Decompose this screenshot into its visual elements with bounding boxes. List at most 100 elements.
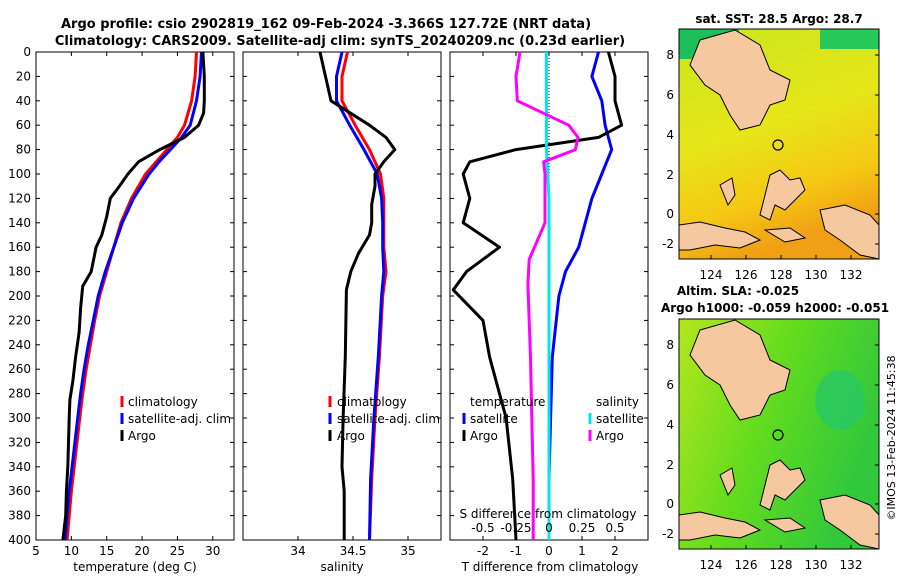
sla-lat-ticks: 8 6 4 2 0 -2 bbox=[662, 338, 879, 541]
sla-high-patch bbox=[815, 370, 865, 430]
legend-t-argo: Argo bbox=[470, 429, 498, 443]
depth-tick-label: 260 bbox=[8, 362, 31, 376]
lon-tick-label: 130 bbox=[805, 558, 828, 572]
x-tick-label: -1 bbox=[510, 544, 522, 558]
legend-t-satellite: satellite bbox=[470, 412, 518, 426]
lat-tick-label: 8 bbox=[666, 338, 674, 352]
lat-tick-label: 6 bbox=[666, 88, 674, 102]
depth-tick-label: 80 bbox=[16, 143, 31, 157]
depth-tick-label: 340 bbox=[8, 460, 31, 474]
s-difference-ticks: -0.5 -0.25 0 0.25 0.5 bbox=[471, 521, 624, 535]
salinity-axis-ticks: 34 34.5 35 bbox=[290, 52, 416, 558]
island bbox=[719, 467, 736, 497]
salinity-lines bbox=[318, 51, 397, 541]
s-tick-label: 0.25 bbox=[569, 521, 596, 535]
sst-warm-patch bbox=[820, 29, 879, 49]
seram-island bbox=[763, 517, 807, 533]
s-tick-label: 0 bbox=[545, 521, 553, 535]
lat-tick-label: 2 bbox=[666, 168, 674, 182]
legend-argo: Argo bbox=[337, 429, 365, 443]
x-tick-label: 34 bbox=[290, 544, 305, 558]
salinity-panel: 34 34.5 35 salinity climatology satellite-… bbox=[242, 51, 442, 574]
depth-tick-label: 280 bbox=[8, 387, 31, 401]
temperature-axes-box bbox=[35, 51, 235, 541]
series-s-argo-line bbox=[514, 51, 580, 540]
lat-tick-label: 4 bbox=[666, 128, 674, 142]
x-tick-label: 34.5 bbox=[340, 544, 367, 558]
depth-tick-label: 20 bbox=[16, 69, 31, 83]
sla-lon-ticks: 124 126 128 130 132 bbox=[700, 545, 863, 572]
series-satellite-adj-clim-line bbox=[63, 51, 203, 541]
sst-map-title: sat. SST: 28.5 Argo: 28.7 bbox=[695, 12, 862, 26]
legend-climatology: climatology bbox=[337, 395, 407, 409]
lat-tick-label: -2 bbox=[662, 237, 674, 251]
argo-location-marker bbox=[772, 139, 784, 151]
x-tick-label: 35 bbox=[400, 544, 415, 558]
halmahera-landmass bbox=[759, 459, 806, 511]
series-satellite-adj-clim-line bbox=[335, 51, 386, 541]
sst-map: sat. SST: 28.5 Argo: 28.7 bbox=[662, 12, 880, 282]
s-difference-label: S difference from climatology bbox=[460, 507, 637, 521]
x-tick-label: 10 bbox=[64, 544, 79, 558]
series-argo-line bbox=[61, 51, 206, 541]
difference-legend: temperature satellite Argo salinity sate… bbox=[462, 395, 644, 443]
sla-map: Altim. SLA: -0.025 Argo h1000: -0.059 h2… bbox=[661, 284, 889, 572]
legend-satellite: satellite-adj. clim bbox=[337, 412, 440, 426]
depth-tick-label: 380 bbox=[8, 509, 31, 523]
legend-argo: Argo bbox=[128, 429, 156, 443]
temperature-lines bbox=[61, 51, 206, 541]
sst-map-frame bbox=[678, 28, 880, 260]
lon-tick-label: 132 bbox=[840, 558, 863, 572]
sst-lat-ticks: 8 6 4 2 0 -2 bbox=[662, 48, 879, 251]
depth-tick-label: 40 bbox=[16, 94, 31, 108]
x-tick-label: 0 bbox=[545, 544, 553, 558]
depth-tick-label: 320 bbox=[8, 435, 31, 449]
x-tick-label: -2 bbox=[477, 544, 489, 558]
mindanao-landmass bbox=[689, 29, 791, 131]
x-tick-label: 20 bbox=[134, 544, 149, 558]
depth-tick-label: 300 bbox=[8, 411, 31, 425]
lon-tick-label: 126 bbox=[735, 558, 758, 572]
x-tick-label: 5 bbox=[32, 544, 40, 558]
depth-tick-label: 200 bbox=[8, 289, 31, 303]
sst-land bbox=[679, 29, 879, 259]
depth-tick-label: 180 bbox=[8, 265, 31, 279]
sla-land bbox=[679, 319, 879, 549]
s-tick-label: -0.5 bbox=[471, 521, 494, 535]
series-climatology-line bbox=[65, 51, 198, 541]
x-tick-label: 1 bbox=[578, 544, 586, 558]
depth-tick-label: 160 bbox=[8, 240, 31, 254]
lat-tick-label: 4 bbox=[666, 418, 674, 432]
sla-map-subtitle: Argo h1000: -0.059 h2000: -0.051 bbox=[661, 301, 889, 315]
argo-location-marker bbox=[772, 429, 784, 441]
temperature-legend: climatology satellite-adj. clim Argo bbox=[120, 395, 231, 443]
lat-tick-label: 0 bbox=[666, 497, 674, 511]
legend-s-argo: Argo bbox=[596, 429, 624, 443]
s-tick-label: -0.25 bbox=[500, 521, 531, 535]
difference-panel: -2 -1 0 1 2 T difference from climatology S … bbox=[449, 51, 649, 574]
main-title-line1: Argo profile: csio 2902819_162 09-Feb-20… bbox=[61, 17, 591, 32]
lat-tick-label: -2 bbox=[662, 527, 674, 541]
legend-climatology: climatology bbox=[128, 395, 198, 409]
depth-tick-label: 220 bbox=[8, 313, 31, 327]
lon-tick-label: 130 bbox=[805, 268, 828, 282]
series-s-satellite-line bbox=[544, 52, 551, 540]
lon-tick-label: 132 bbox=[840, 268, 863, 282]
difference-lines bbox=[451, 51, 624, 541]
main-title-line2: Climatology: CARS2009. Satellite-adj cli… bbox=[55, 34, 625, 49]
sla-map-title: Altim. SLA: -0.025 bbox=[677, 284, 799, 298]
depth-axis-ticks: 0 20 40 60 80 100 120 140 160 180 200 220 240 260 280 3… bbox=[8, 45, 648, 547]
seram-island bbox=[763, 227, 807, 243]
depth-tick-label: 0 bbox=[23, 45, 31, 59]
s-tick-label: 0.5 bbox=[605, 521, 624, 535]
series-t-argo-line bbox=[451, 51, 624, 541]
sulawesi-landmass bbox=[679, 221, 762, 251]
depth-tick-label: 360 bbox=[8, 484, 31, 498]
sst-lon-ticks: 124 126 128 130 132 bbox=[700, 255, 863, 282]
temperature-axis-ticks: 5 10 15 20 25 30 bbox=[32, 52, 220, 558]
lat-tick-label: 8 bbox=[666, 48, 674, 62]
series-argo-line bbox=[318, 51, 397, 540]
depth-tick-label: 240 bbox=[8, 338, 31, 352]
new-guinea-landmass bbox=[819, 204, 879, 259]
salinity-xlabel: salinity bbox=[320, 560, 363, 574]
